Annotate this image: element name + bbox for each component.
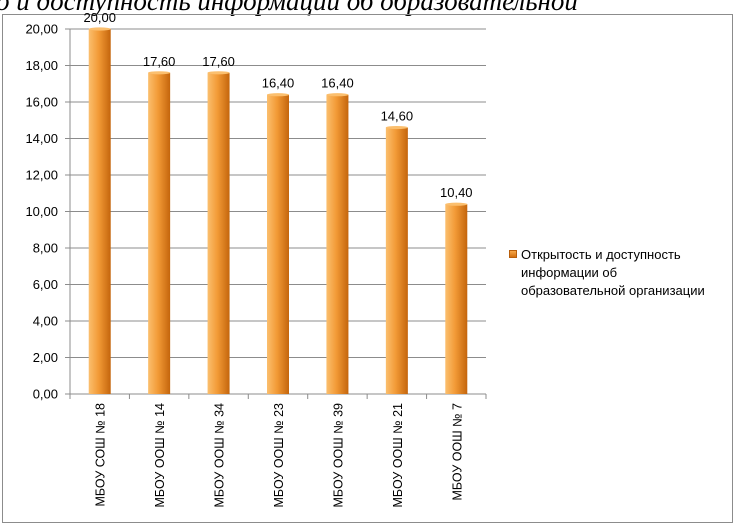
legend-line: информации об [521,265,618,280]
x-category-label: МБОУ ООШ № 23 [272,403,286,508]
y-tick-label: 8,00 [33,241,58,256]
y-tick-label: 10,00 [25,204,58,219]
legend-line: образовательной организации [521,283,705,298]
data-label: 17,60 [143,54,176,69]
bars [88,27,468,395]
y-tick-label: 0,00 [33,387,58,402]
bar [148,72,171,395]
bar-top [445,202,468,206]
data-label: 14,60 [381,109,414,124]
bar [267,94,289,394]
chart-title-fragment: о и доступность информации об образовате… [0,0,578,16]
data-label: 10,40 [440,185,473,200]
bar [88,29,111,394]
bar [385,127,408,395]
x-category-label: МБОУ ООШ № 34 [213,403,227,508]
bar-top [148,71,171,75]
bar-top [88,27,111,31]
y-tick-label: 6,00 [33,277,58,292]
axes: 0,00 2,00 4,00 6,00 8,00 10,00 12,00 14,00 16,00… [25,22,487,402]
bar [326,94,349,394]
bar-top [207,71,230,75]
y-tick-label: 12,00 [25,168,58,183]
bar [445,204,468,394]
labels: 20,00 МБОУ СОШ № 18 17,60 МБОУ ООШ № 14 17,6… [83,10,472,508]
x-category-label: МБОУ СОШ № 18 [94,403,108,507]
y-tick-label: 2,00 [33,350,58,365]
bar-top [326,93,349,97]
legend-label: Открытость и доступность информации об о… [521,246,735,300]
bar-top [267,93,289,97]
legend-swatch [509,250,517,258]
bar-top [385,125,408,130]
y-tick-label: 4,00 [33,314,58,329]
data-label: 16,40 [321,76,354,91]
y-tick-label: 16,00 [25,95,58,110]
x-category-label: МБОУ ООШ № 14 [153,403,167,508]
x-category-label: МБОУ ООШ № 7 [450,403,464,501]
y-tick-label: 18,00 [25,58,58,73]
legend-line: Открытость и доступность [521,247,681,262]
x-category-label: МБОУ ООШ № 39 [331,403,345,508]
y-tick-label: 20,00 [25,22,58,37]
bar [207,72,230,395]
y-tick-label: 14,00 [25,131,58,146]
data-label: 20,00 [83,10,116,25]
data-label: 16,40 [262,76,295,91]
x-category-label: МБОУ ООШ № 21 [391,403,405,508]
chart-frame [2,14,733,523]
data-label: 17,60 [202,54,235,69]
